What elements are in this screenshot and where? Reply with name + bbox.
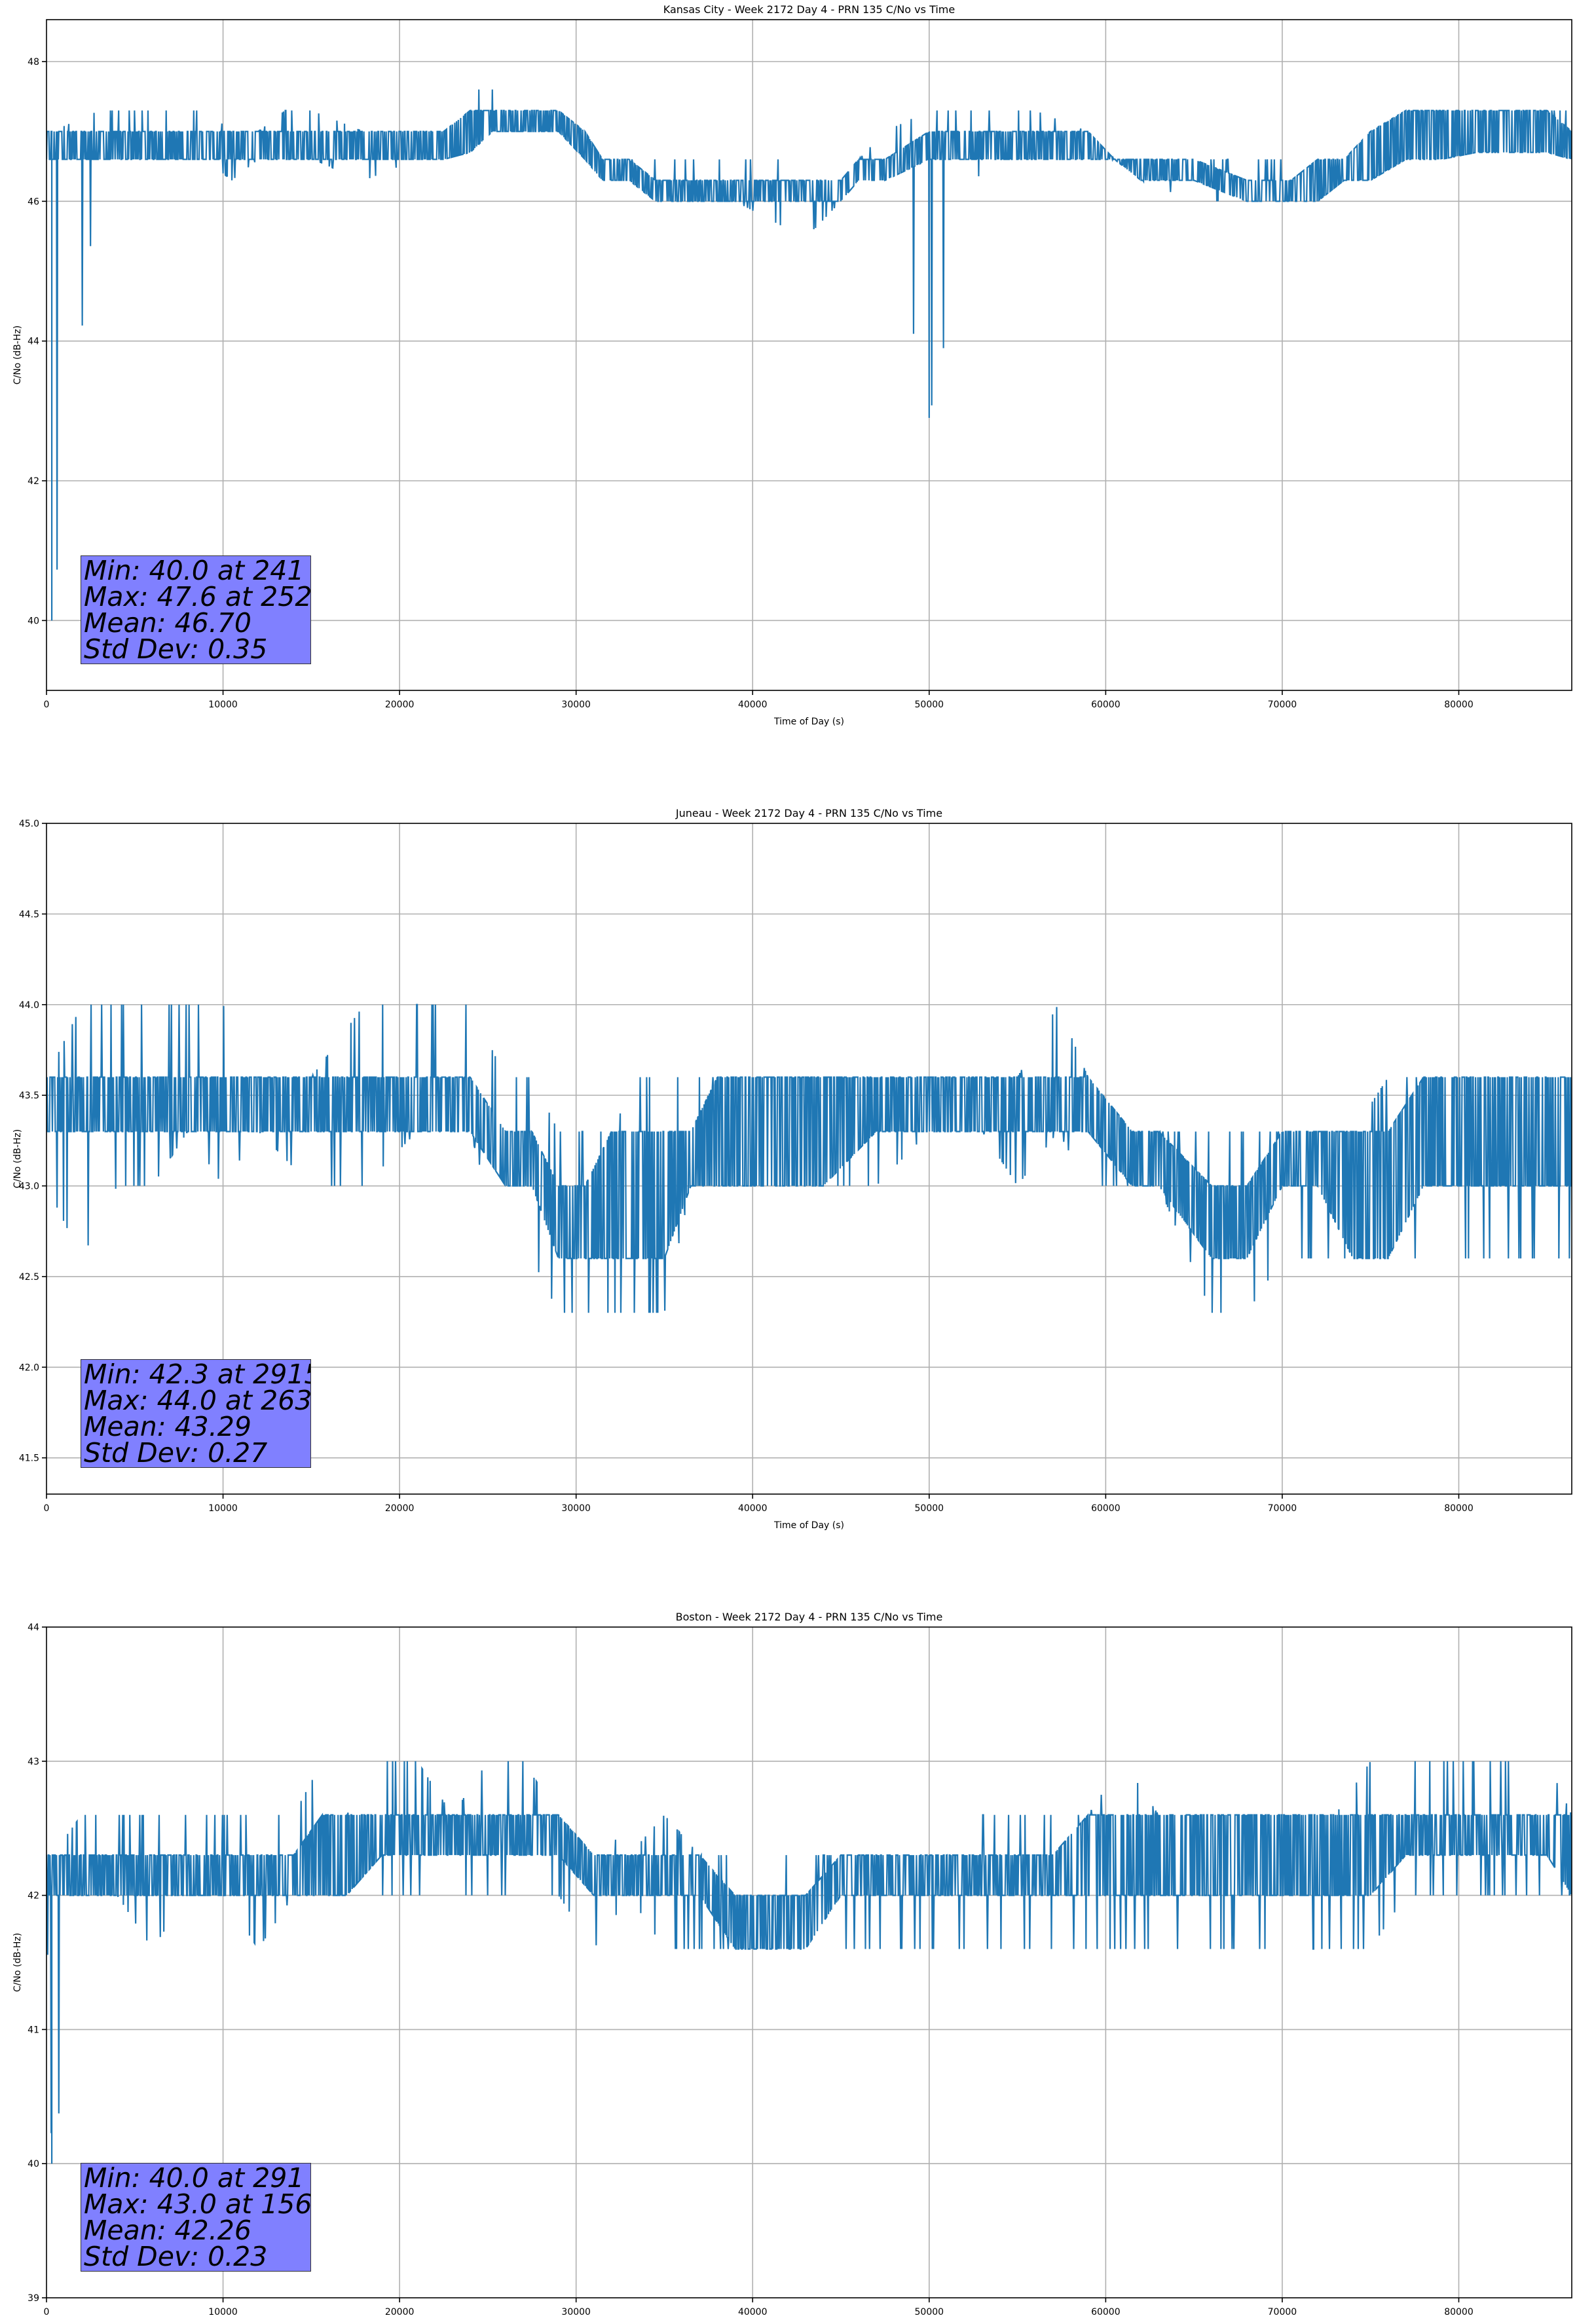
stats-line: Max: 44.0 at 2638 (84, 1385, 311, 1416)
x-tick-label: 40000 (738, 1503, 768, 1514)
stats-line: Min: 42.3 at 29158 (84, 1359, 310, 1390)
x-tick-label: 50000 (915, 2307, 944, 2317)
y-tick-label: 40 (28, 616, 39, 626)
x-tick-label: 70000 (1268, 1503, 1297, 1514)
x-tick-label: 30000 (561, 700, 591, 710)
plot-frame (46, 1626, 1572, 2298)
cno-series-line (46, 1761, 1572, 2164)
x-tick-label: 30000 (561, 1503, 591, 1514)
x-tick-label: 60000 (1091, 700, 1121, 710)
stats-line: Min: 40.0 at 241 (84, 555, 305, 586)
x-tick-label: 20000 (385, 2307, 415, 2317)
x-tick-label: 10000 (208, 700, 238, 710)
chart-title: Juneau - Week 2172 Day 4 - PRN 135 C/No … (675, 807, 942, 819)
y-axis-label: C/No (dB-Hz) (12, 1933, 23, 1992)
y-tick-label: 40 (28, 2159, 39, 2169)
y-tick-label: 42.0 (19, 1362, 39, 1373)
y-tick-label: 48 (28, 57, 39, 67)
y-tick-label: 39 (28, 2293, 39, 2304)
x-tick-label: 50000 (915, 1503, 944, 1514)
y-tick-label: 43.0 (19, 1182, 39, 1192)
stats-line: Mean: 42.26 (84, 2215, 251, 2246)
x-tick-label: 80000 (1444, 1503, 1474, 1514)
x-tick-label: 60000 (1091, 1503, 1121, 1514)
y-tick-label: 42 (28, 1891, 39, 1902)
y-tick-label: 44 (28, 1622, 39, 1633)
x-tick-label: 10000 (208, 1503, 238, 1514)
stats-box: Min: 42.3 at 29158Max: 44.0 at 2638Mean:… (81, 1359, 311, 1468)
x-tick-label: 20000 (385, 1503, 415, 1514)
stats-line: Std Dev: 0.27 (84, 1437, 268, 1468)
x-tick-label: 40000 (738, 700, 768, 710)
x-tick-label: 40000 (738, 2307, 768, 2317)
y-tick-label: 43.5 (19, 1091, 39, 1101)
y-tick-label: 44.5 (19, 909, 39, 920)
x-tick-label: 0 (44, 2307, 50, 2317)
x-axis-label: Time of Day (s) (773, 717, 844, 727)
y-tick-label: 44.0 (19, 1000, 39, 1011)
x-tick-label: 50000 (915, 700, 944, 710)
x-tick-label: 30000 (561, 2307, 591, 2317)
x-tick-label: 20000 (385, 700, 415, 710)
chart-title: Kansas City - Week 2172 Day 4 - PRN 135 … (663, 3, 955, 16)
y-tick-label: 41 (28, 2025, 39, 2035)
x-axis-label: Time of Day (s) (773, 1520, 844, 1531)
cno-series-line (46, 1003, 1572, 1313)
y-tick-label: 43 (28, 1757, 39, 1767)
stats-line: Min: 40.0 at 291 (84, 2163, 305, 2194)
x-tick-label: 80000 (1444, 2307, 1474, 2317)
chart-title: Boston - Week 2172 Day 4 - PRN 135 C/No … (676, 1611, 943, 1623)
y-tick-label: 44 (28, 337, 39, 347)
stats-line: Max: 47.6 at 25268 (84, 581, 311, 612)
y-tick-label: 41.5 (19, 1453, 39, 1464)
stats-line: Std Dev: 0.23 (84, 2241, 268, 2272)
stats-line: Mean: 46.70 (84, 607, 251, 639)
y-tick-label: 42.5 (19, 1272, 39, 1283)
stats-line: Max: 43.0 at 15618 (84, 2188, 311, 2220)
x-tick-label: 80000 (1444, 700, 1474, 710)
y-axis-label: C/No (dB-Hz) (12, 326, 23, 384)
y-tick-label: 42 (28, 476, 39, 487)
x-tick-label: 0 (44, 1503, 50, 1514)
y-axis-label: C/No (dB-Hz) (12, 1129, 23, 1188)
cno-series-line (46, 89, 1572, 621)
x-tick-label: 0 (44, 700, 50, 710)
x-tick-label: 10000 (208, 2307, 238, 2317)
stats-line: Mean: 43.29 (84, 1411, 251, 1442)
plot-frame (46, 823, 1572, 1495)
x-tick-label: 70000 (1268, 700, 1297, 710)
x-tick-label: 70000 (1268, 2307, 1297, 2317)
x-tick-label: 60000 (1091, 2307, 1121, 2317)
y-tick-label: 46 (28, 197, 39, 207)
plot-frame (46, 19, 1572, 691)
stats-line: Std Dev: 0.35 (84, 633, 268, 664)
y-tick-label: 45.0 (19, 819, 39, 829)
